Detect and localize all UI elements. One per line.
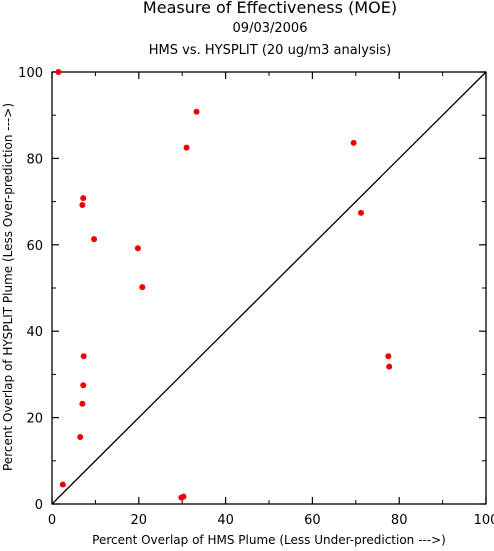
points-layer [55, 69, 393, 501]
data-point [55, 69, 62, 75]
x-tick-label: 60 [304, 513, 321, 528]
chart-date: 09/03/2006 [232, 21, 308, 36]
data-point [59, 481, 66, 488]
axes-layer: 0 20 40 60 80 100 0 20 40 60 80 100 [18, 66, 494, 528]
data-point [139, 284, 146, 291]
y-tick-label: 80 [26, 152, 43, 167]
data-point [77, 434, 84, 441]
data-point [79, 202, 86, 209]
chart-title: Measure of Effectiveness (MOE) [142, 0, 398, 17]
y-tick-label: 20 [26, 412, 43, 427]
x-tick-label: 0 [48, 513, 56, 528]
y-tick-label: 100 [18, 66, 43, 81]
x-tick-label: 40 [217, 513, 234, 528]
data-point [80, 195, 87, 202]
data-point [91, 236, 98, 243]
y-tick-label: 40 [26, 325, 43, 340]
y-axis-label: Percent Overlap of HYSPLIT Plume (Less O… [1, 103, 15, 471]
data-point [350, 139, 357, 146]
data-point [183, 144, 190, 151]
data-point [358, 209, 365, 216]
data-point [80, 382, 87, 389]
chart-title-block: Measure of Effectiveness (MOE) 09/03/200… [0, 0, 494, 62]
reference-line-y-equals-x [51, 71, 487, 505]
data-point [80, 353, 87, 360]
x-tick-label: 20 [131, 513, 148, 528]
data-point [385, 353, 392, 360]
x-axis-label: Percent Overlap of HMS Plume (Less Under… [92, 533, 446, 547]
y-tick-label: 0 [35, 498, 43, 513]
data-point [180, 493, 187, 500]
data-point [134, 245, 141, 252]
data-point [79, 400, 86, 407]
y-tick-label: 60 [26, 239, 43, 254]
data-point [386, 363, 393, 370]
data-point [193, 108, 200, 115]
x-tick-label: 100 [474, 513, 494, 528]
x-tick-label: 80 [391, 513, 408, 528]
chart-subtitle: HMS vs. HYSPLIT (20 ug/m3 analysis) [148, 43, 392, 58]
